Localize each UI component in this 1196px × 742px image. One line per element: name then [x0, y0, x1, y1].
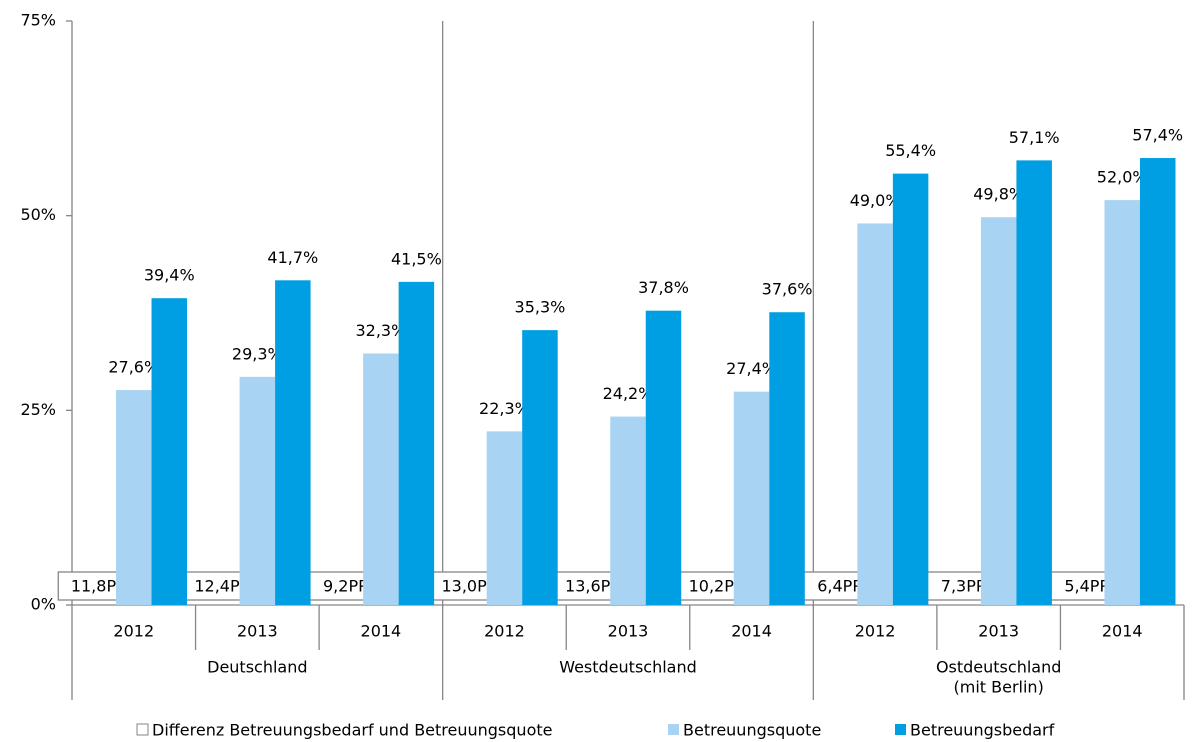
- bar: [486, 431, 523, 605]
- bar: [645, 310, 682, 605]
- legend-swatch: [668, 724, 679, 735]
- bar: [398, 281, 435, 605]
- value-label: 32,3%: [355, 321, 406, 340]
- value-label: 37,8%: [638, 278, 689, 297]
- bar: [1016, 160, 1052, 605]
- bar: [857, 223, 893, 605]
- y-tick-label: 0%: [31, 595, 56, 614]
- bar: [980, 217, 1017, 605]
- bar: [1139, 158, 1176, 605]
- y-tick-label: 75%: [20, 11, 56, 30]
- difference-label: 11,8PP: [71, 577, 126, 596]
- x-tick-label: 2013: [237, 622, 278, 641]
- legend-swatch: [136, 723, 149, 736]
- bar: [892, 173, 929, 606]
- difference-label: 7,3PP: [941, 577, 986, 596]
- bar: [769, 312, 805, 605]
- bar: [733, 391, 770, 605]
- x-tick-label: 2012: [484, 622, 525, 641]
- y-tick-label: 25%: [20, 400, 56, 419]
- bar: [151, 298, 188, 605]
- x-tick-label: 2013: [608, 622, 649, 641]
- group-label: Ostdeutschland: [936, 658, 1061, 677]
- x-tick-label: 2014: [731, 622, 772, 641]
- legend-label: Betreuungsquote: [683, 721, 821, 740]
- x-tick-label: 2013: [978, 622, 1019, 641]
- bar: [363, 353, 399, 605]
- x-tick-label: 2012: [855, 622, 896, 641]
- value-label: 37,6%: [762, 280, 813, 299]
- group-label: Deutschland: [207, 658, 307, 677]
- value-label: 57,1%: [1009, 128, 1060, 147]
- value-label: 27,6%: [108, 358, 159, 377]
- value-label: 57,4%: [1132, 126, 1183, 145]
- value-label: 35,3%: [515, 298, 566, 317]
- value-label: 55,4%: [885, 141, 936, 160]
- value-label: 27,4%: [726, 359, 777, 378]
- value-label: 29,3%: [232, 344, 283, 363]
- value-label: 24,2%: [603, 384, 654, 403]
- value-label: 49,8%: [973, 185, 1024, 204]
- bar: [610, 416, 646, 605]
- group-label: (mit Berlin): [954, 678, 1044, 697]
- difference-label: 10,2PP: [689, 577, 744, 596]
- value-label: 52,0%: [1097, 168, 1148, 187]
- y-tick-label: 50%: [20, 205, 56, 224]
- legend-swatch: [895, 724, 906, 735]
- value-label: 49,0%: [850, 191, 901, 210]
- x-tick-label: 2012: [113, 622, 154, 641]
- value-label: 22,3%: [479, 399, 530, 418]
- bar: [1104, 200, 1140, 606]
- difference-label: 6,4PP: [817, 577, 862, 596]
- bar: [522, 330, 558, 605]
- bar: [275, 280, 311, 605]
- bar: [116, 390, 152, 605]
- difference-label: 13,6PP: [565, 577, 620, 596]
- value-label: 39,4%: [144, 266, 195, 285]
- group-label: Westdeutschland: [559, 658, 697, 677]
- legend-label: Differenz Betreuungsbedarf und Betreuung…: [152, 721, 552, 740]
- difference-label: 9,2PP: [323, 577, 368, 596]
- x-tick-label: 2014: [361, 622, 402, 641]
- bar: [239, 376, 276, 605]
- difference-label: 13,0PP: [441, 577, 496, 596]
- value-label: 41,7%: [267, 248, 318, 267]
- x-tick-label: 2014: [1102, 622, 1143, 641]
- value-label: 41,5%: [391, 249, 442, 268]
- legend-label: Betreuungsbedarf: [910, 721, 1055, 740]
- difference-label: 5,4PP: [1064, 577, 1109, 596]
- difference-label: 12,4PP: [194, 577, 249, 596]
